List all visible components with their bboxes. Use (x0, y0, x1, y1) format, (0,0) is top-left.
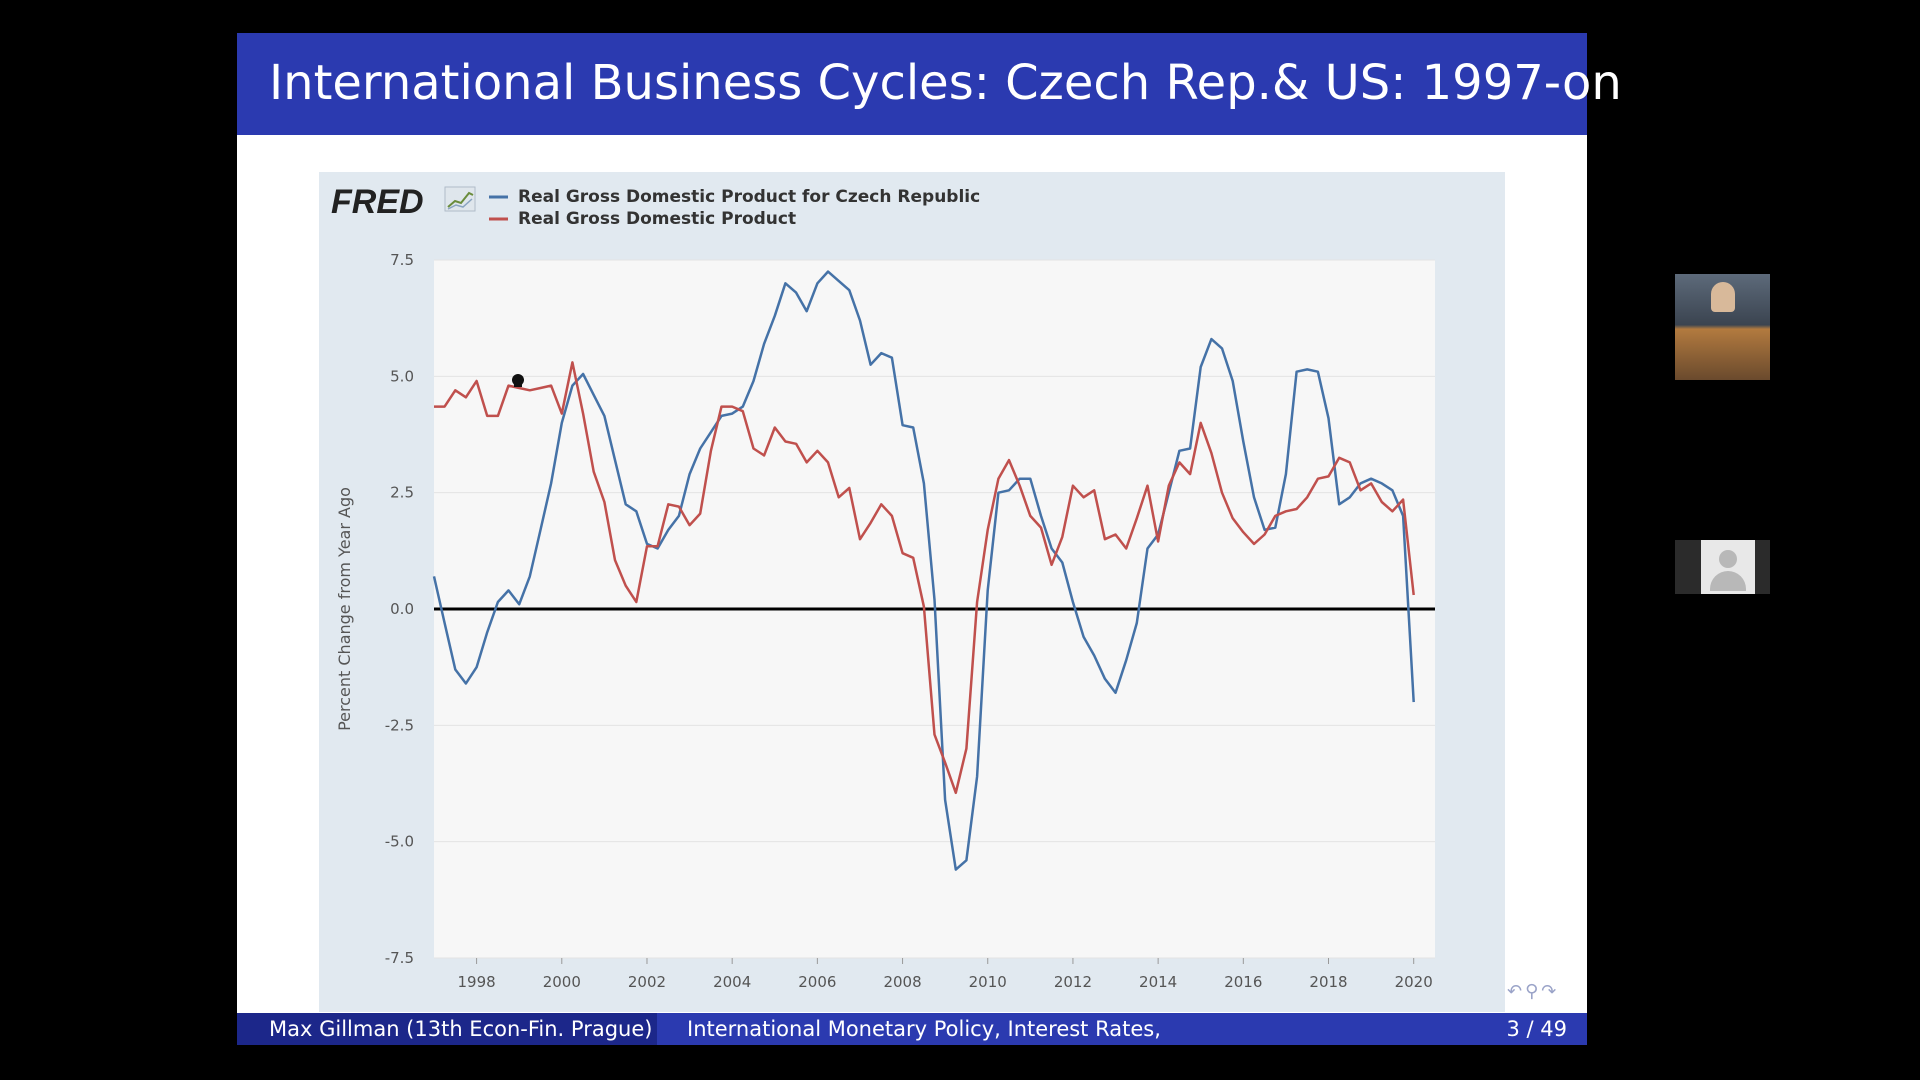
y-tick-label: -7.5 (385, 949, 414, 967)
participant-video-thumbnail[interactable] (1675, 274, 1770, 380)
cursor-icon (512, 374, 524, 387)
y-tick-label: -2.5 (385, 716, 414, 734)
slide: International Business Cycles: Czech Rep… (237, 33, 1622, 1045)
us-gdp-line (434, 361, 1415, 795)
slide-footer: Max Gillman (13th Econ-Fin. Prague) Inte… (237, 1013, 1587, 1045)
x-axis-ticks: 1998 2000 2002 2004 2006 2008 2010 2012 2014 2016… (458, 958, 1433, 991)
fred-logo: FRED (331, 183, 424, 221)
y-tick-label: -5.0 (385, 833, 414, 851)
footer-author-block: Max Gillman (13th Econ-Fin. Prague) (237, 1013, 657, 1045)
x-tick-label: 2006 (798, 973, 836, 991)
x-tick-label: 2010 (969, 973, 1007, 991)
slide-header: International Business Cycles: Czech Rep… (237, 33, 1622, 135)
footer-talk-title: International Monetary Policy, Interest … (687, 1017, 1161, 1041)
y-tick-label: 0.0 (390, 600, 414, 618)
czech-gdp-line (432, 270, 1415, 871)
chart-legend: Real Gross Domestic Product for Czech Re… (489, 187, 980, 229)
x-tick-label: 2014 (1139, 973, 1177, 991)
fred-chart-panel: FRED Real Gross Domestic Product for Cze… (319, 172, 1505, 1012)
footer-author: Max Gillman (13th Econ-Fin. Prague) (269, 1017, 653, 1041)
y-tick-label: 2.5 (390, 484, 414, 502)
x-tick-label: 1998 (458, 973, 496, 991)
avatar-icon (1701, 540, 1755, 594)
x-tick-label: 2012 (1054, 973, 1092, 991)
participant-face (1711, 282, 1735, 312)
x-tick-label: 2004 (713, 973, 751, 991)
y-tick-label: 7.5 (390, 251, 414, 269)
fred-logo-icon (444, 186, 476, 212)
x-tick-label: 2008 (883, 973, 921, 991)
legend-label: Real Gross Domestic Product for Czech Re… (518, 187, 980, 207)
y-tick-label: 5.0 (390, 367, 414, 385)
line-chart: FRED Real Gross Domestic Product for Cze… (331, 183, 1435, 991)
y-axis-ticks: 7.5 5.0 2.5 0.0 -2.5 -5.0 -7.5 (385, 251, 414, 967)
x-tick-label: 2000 (543, 973, 581, 991)
x-tick-label: 2002 (628, 973, 666, 991)
x-tick-label: 2016 (1224, 973, 1262, 991)
slide-navigation-icons[interactable]: ↶⚲↷ (1507, 981, 1560, 1002)
legend-label: Real Gross Domestic Product (518, 209, 796, 229)
x-tick-label: 2018 (1309, 973, 1347, 991)
page-number: 3 / 49 (1506, 1017, 1567, 1041)
slide-title: International Business Cycles: Czech Rep… (269, 55, 1622, 111)
series-lines (432, 270, 1415, 871)
x-tick-label: 2020 (1395, 973, 1433, 991)
participant-avatar-thumbnail[interactable] (1675, 540, 1770, 594)
y-axis-label: Percent Change from Year Ago (335, 487, 354, 731)
